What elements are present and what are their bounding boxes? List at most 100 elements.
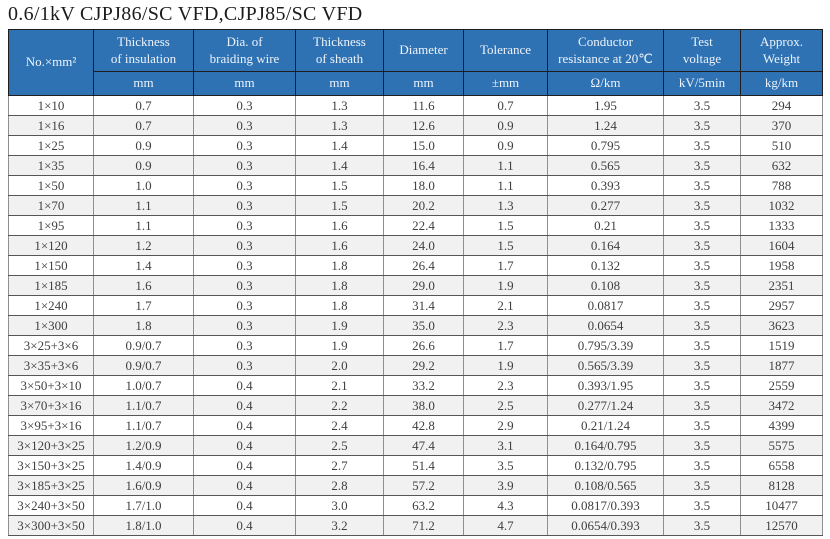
cell-test-voltage: 3.5 (663, 135, 741, 156)
cell-tolerance: 1.5 (463, 235, 548, 256)
unit-test-voltage: kV/5min (663, 71, 741, 96)
cell-size: 3×95+3×16 (8, 415, 94, 436)
cell-size: 1×150 (8, 255, 94, 276)
cell-sheath-thickness: 1.4 (295, 135, 384, 156)
table-row: 1×150 1.4 0.3 1.8 26.4 1.7 0.132 3.5 1958 (8, 255, 823, 276)
cell-tolerance: 2.9 (463, 415, 548, 436)
cell-approx-weight: 510 (740, 135, 823, 156)
cell-test-voltage: 3.5 (663, 495, 741, 516)
cell-size: 3×185+3×25 (8, 475, 94, 496)
table-row: 3×120+3×25 1.2/0.9 0.4 2.5 47.4 3.1 0.164/0.79… (8, 435, 823, 456)
cell-conductor-resistance: 0.277/1.24 (547, 395, 664, 416)
column-header-test-voltage: Test voltage (663, 29, 741, 72)
cell-tolerance: 1.9 (463, 275, 548, 296)
cell-diameter: 24.0 (383, 235, 464, 256)
cell-test-voltage: 3.5 (663, 195, 741, 216)
cell-size: 1×10 (8, 95, 94, 116)
table-row: 1×25 0.9 0.3 1.4 15.0 0.9 0.795 3.5 510 (8, 135, 823, 156)
column-header-sheath-thickness: Thickness of sheath (295, 29, 384, 72)
cell-diameter: 26.6 (383, 335, 464, 356)
cell-tolerance: 2.3 (463, 375, 548, 396)
cell-insulation-thickness: 1.8 (93, 315, 194, 336)
cell-insulation-thickness: 1.4/0.9 (93, 455, 194, 476)
unit-tolerance: ±mm (463, 71, 548, 96)
cell-conductor-resistance: 0.108/0.565 (547, 475, 664, 496)
cell-size: 3×70+3×16 (8, 395, 94, 416)
table-row: 3×50+3×10 1.0/0.7 0.4 2.1 33.2 2.3 0.393/1.95 3… (8, 375, 823, 396)
cell-braiding-wire-dia: 0.3 (193, 335, 296, 356)
cell-braiding-wire-dia: 0.3 (193, 155, 296, 176)
cell-braiding-wire-dia: 0.3 (193, 315, 296, 336)
unit-conductor-resistance: Ω/km (547, 71, 664, 96)
cell-conductor-resistance: 0.21/1.24 (547, 415, 664, 436)
cell-sheath-thickness: 1.8 (295, 275, 384, 296)
cable-spec-table: No.×mm² Thickness of insulation Dia. of … (8, 29, 823, 536)
cell-conductor-resistance: 0.132 (547, 255, 664, 276)
cell-size: 1×50 (8, 175, 94, 196)
cell-insulation-thickness: 0.9/0.7 (93, 355, 194, 376)
cell-conductor-resistance: 0.108 (547, 275, 664, 296)
unit-approx-weight: kg/km (740, 71, 823, 96)
cell-approx-weight: 1333 (740, 215, 823, 236)
cell-approx-weight: 12570 (740, 515, 823, 536)
cell-test-voltage: 3.5 (663, 335, 741, 356)
cell-test-voltage: 3.5 (663, 435, 741, 456)
cell-braiding-wire-dia: 0.3 (193, 95, 296, 116)
cell-braiding-wire-dia: 0.3 (193, 215, 296, 236)
column-header-conductor-resistance: Conductor resistance at 20℃ (547, 29, 664, 72)
cell-sheath-thickness: 2.4 (295, 415, 384, 436)
cell-sheath-thickness: 1.6 (295, 215, 384, 236)
cell-approx-weight: 294 (740, 95, 823, 116)
cell-size: 3×240+3×50 (8, 495, 94, 516)
cell-approx-weight: 10477 (740, 495, 823, 516)
table-row: 3×150+3×25 1.4/0.9 0.4 2.7 51.4 3.5 0.132/0.79… (8, 455, 823, 476)
cell-tolerance: 0.9 (463, 135, 548, 156)
table-row: 1×185 1.6 0.3 1.8 29.0 1.9 0.108 3.5 2351 (8, 275, 823, 296)
cell-tolerance: 1.1 (463, 155, 548, 176)
table-row: 1×95 1.1 0.3 1.6 22.4 1.5 0.21 3.5 1333 (8, 215, 823, 236)
cell-diameter: 31.4 (383, 295, 464, 316)
cell-size: 1×240 (8, 295, 94, 316)
cell-diameter: 57.2 (383, 475, 464, 496)
cell-braiding-wire-dia: 0.4 (193, 475, 296, 496)
cell-size: 3×150+3×25 (8, 455, 94, 476)
cell-tolerance: 2.1 (463, 295, 548, 316)
cell-approx-weight: 6558 (740, 455, 823, 476)
cell-insulation-thickness: 1.1 (93, 215, 194, 236)
header-name-row: No.×mm² Thickness of insulation Dia. of … (8, 29, 823, 96)
cell-approx-weight: 4399 (740, 415, 823, 436)
cell-tolerance: 3.5 (463, 455, 548, 476)
cell-sheath-thickness: 2.0 (295, 355, 384, 376)
cell-sheath-thickness: 2.2 (295, 395, 384, 416)
cell-insulation-thickness: 1.7/1.0 (93, 495, 194, 516)
cell-braiding-wire-dia: 0.4 (193, 455, 296, 476)
cell-diameter: 15.0 (383, 135, 464, 156)
table-row: 1×35 0.9 0.3 1.4 16.4 1.1 0.565 3.5 632 (8, 155, 823, 176)
cell-conductor-resistance: 0.21 (547, 215, 664, 236)
cell-braiding-wire-dia: 0.3 (193, 295, 296, 316)
cell-insulation-thickness: 0.9/0.7 (93, 335, 194, 356)
cell-size: 1×70 (8, 195, 94, 216)
cell-size: 3×35+3×6 (8, 355, 94, 376)
cell-diameter: 71.2 (383, 515, 464, 536)
table-row: 3×300+3×50 1.8/1.0 0.4 3.2 71.2 4.7 0.0654/0.3… (8, 515, 823, 536)
cell-tolerance: 1.5 (463, 215, 548, 236)
cell-size: 1×35 (8, 155, 94, 176)
cell-tolerance: 3.1 (463, 435, 548, 456)
cell-approx-weight: 1877 (740, 355, 823, 376)
column-header-diameter: Diameter (383, 29, 464, 72)
table-row: 3×25+3×6 0.9/0.7 0.3 1.9 26.6 1.7 0.795/3.39 3.… (8, 335, 823, 356)
cell-size: 1×95 (8, 215, 94, 236)
cell-sheath-thickness: 1.8 (295, 255, 384, 276)
cell-insulation-thickness: 1.6 (93, 275, 194, 296)
cell-size: 3×300+3×50 (8, 515, 94, 536)
cell-sheath-thickness: 1.5 (295, 195, 384, 216)
cell-conductor-resistance: 0.277 (547, 195, 664, 216)
cell-braiding-wire-dia: 0.4 (193, 395, 296, 416)
catalog-page: 0.6/1kV CJPJ86/SC VFD,CJPJ85/SC VFD No.×… (0, 3, 830, 539)
cell-approx-weight: 632 (740, 155, 823, 176)
cell-insulation-thickness: 1.2 (93, 235, 194, 256)
cell-size: 3×50+3×10 (8, 375, 94, 396)
cell-insulation-thickness: 1.6/0.9 (93, 475, 194, 496)
cell-insulation-thickness: 1.1/0.7 (93, 395, 194, 416)
